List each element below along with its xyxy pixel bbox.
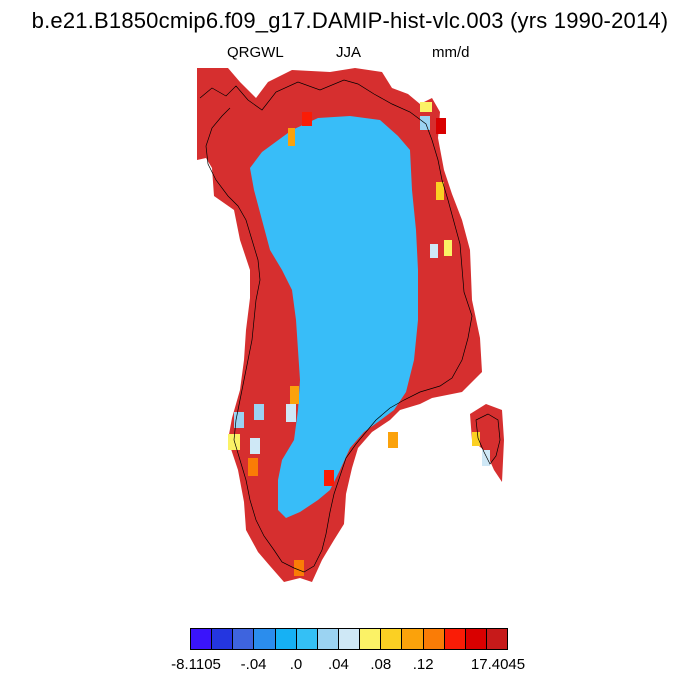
field-patch	[228, 434, 240, 450]
field-patch	[436, 118, 446, 134]
field-patch	[250, 438, 260, 454]
colorbar-label: -8.1105	[171, 656, 221, 673]
field-patch	[302, 112, 312, 126]
colorbar-cell	[360, 629, 382, 649]
field-patch	[420, 102, 432, 112]
field-patch	[388, 432, 398, 448]
colorbar-cell	[296, 629, 318, 649]
colorbar-label: -.04	[240, 656, 267, 673]
colorbar-label: .04	[327, 656, 349, 673]
coastline	[199, 79, 473, 573]
colorbar-label: .0	[289, 656, 303, 673]
coastline	[475, 413, 501, 465]
colorbar-cell	[191, 629, 213, 649]
colorbar	[190, 628, 508, 650]
season-label: JJA	[336, 44, 362, 61]
colorbar-labels: -8.1105 -.04 .0 .04 .08 .12 17.4045	[0, 656, 700, 676]
variable-label: QRGWL	[227, 44, 284, 61]
field-patch	[294, 560, 304, 576]
colorbar-cell	[444, 629, 466, 649]
field-patch	[472, 432, 480, 446]
field-patch	[324, 470, 334, 486]
field-patch	[234, 412, 244, 428]
colorbar-cell	[317, 629, 339, 649]
colorbar-cell	[254, 629, 276, 649]
map-title: b.e21.B1850cmip6.f09_g17.DAMIP-hist-vlc.…	[31, 8, 669, 33]
field-patch	[248, 458, 258, 476]
field-patch	[436, 182, 444, 200]
field-patch	[444, 240, 452, 256]
greenland-field-low	[250, 116, 418, 518]
colorbar-label: .12	[412, 656, 434, 673]
colorbar-cell	[486, 629, 508, 649]
colorbar-label: .08	[370, 656, 392, 673]
field-patch	[288, 128, 295, 146]
colorbar-cell	[381, 629, 403, 649]
units-label: mm/d	[432, 44, 470, 61]
field-patch	[286, 404, 296, 422]
field-patch	[430, 244, 438, 258]
colorbar-cell	[402, 629, 424, 649]
colorbar-label: 17.4045	[470, 656, 526, 673]
colorbar-cell	[465, 629, 487, 649]
colorbar-cell	[338, 629, 361, 649]
colorbar-cell	[275, 629, 297, 649]
field-patch	[482, 450, 490, 466]
island-field-high	[470, 404, 504, 482]
field-patch	[254, 404, 264, 420]
colorbar-cell	[212, 629, 234, 649]
colorbar-cell	[233, 629, 255, 649]
colorbar-cell	[423, 629, 445, 649]
field-patch	[290, 386, 299, 404]
